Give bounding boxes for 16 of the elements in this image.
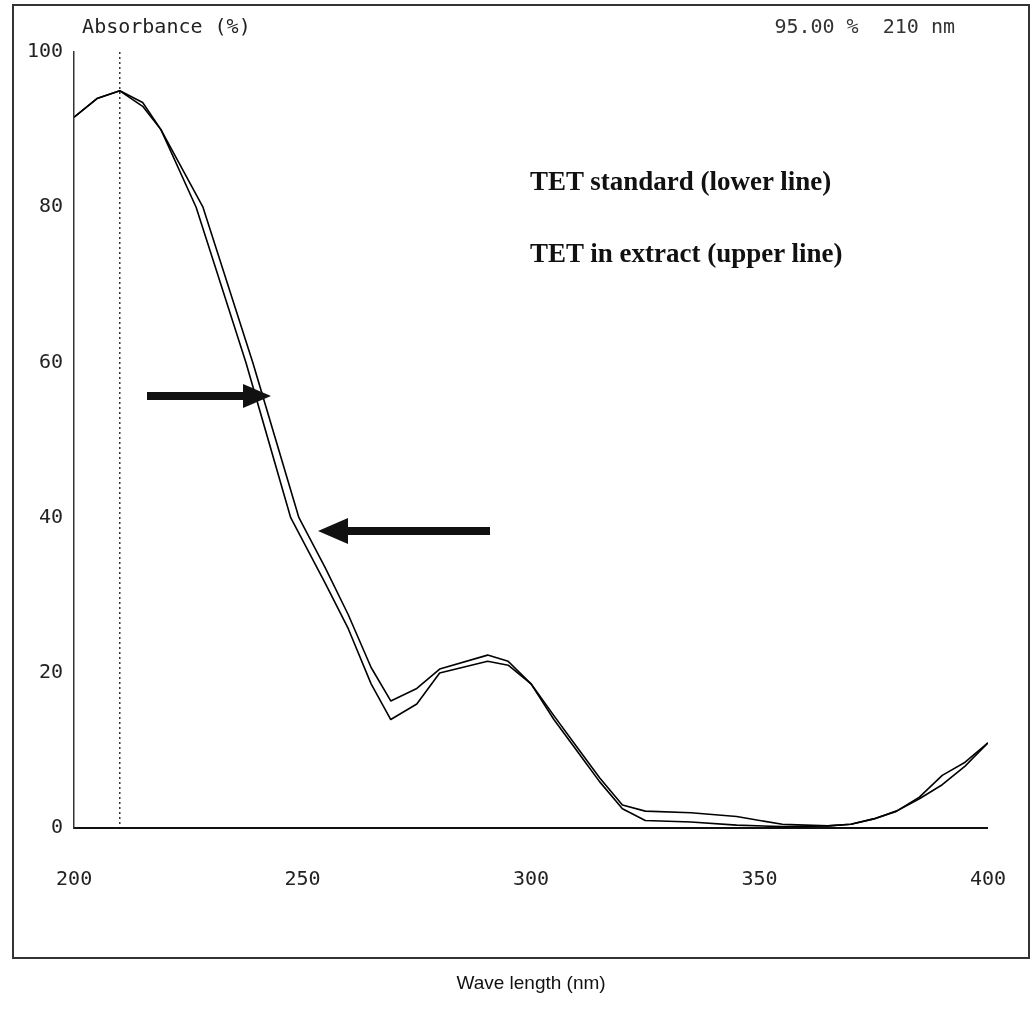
x-tick-label: 300 [512, 866, 550, 891]
y-tick-label: 100 [27, 38, 64, 63]
text: 95.00 % 210 nm [774, 14, 955, 39]
x-tick-label: 250 [284, 866, 321, 891]
x-tick-label: 200 [56, 866, 93, 891]
x-tick-label: 400 [969, 866, 1006, 891]
annotation: TET standard (lower line) [530, 165, 832, 196]
y-axis-title: Absorbance (%) [82, 14, 251, 39]
y-tick-label: 20 [39, 659, 64, 684]
y-tick-label: 40 [39, 503, 64, 528]
annotation: TET in extract (upper line) [530, 237, 843, 268]
y-tick-label: 80 [39, 193, 64, 218]
y-tick-label: 60 [39, 348, 64, 373]
x-tick-label: 350 [741, 866, 778, 891]
y-tick-label: 0 [51, 814, 64, 839]
x-axis-title: Wave length (nm) [456, 971, 606, 993]
